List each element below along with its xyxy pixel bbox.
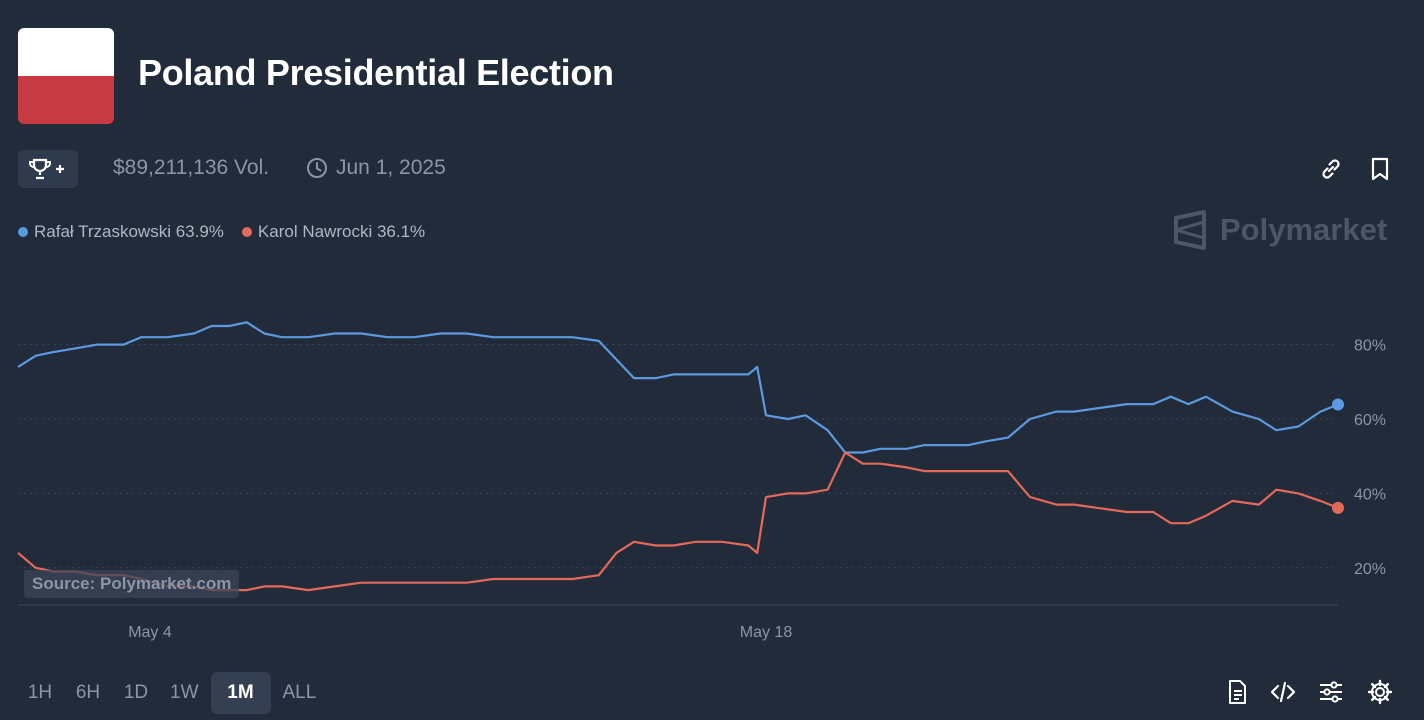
range-button-1m[interactable]: 1M (210, 672, 271, 714)
volume-text: $89,211,136 Vol. (113, 156, 270, 179)
range-button-1w[interactable]: 1W (170, 682, 199, 703)
legend-item-trzaskowski: Rafał Trzaskowski 63.9% (18, 222, 224, 242)
x-tick-label: May 18 (740, 624, 793, 641)
brand-name: Polymarket (1220, 212, 1388, 247)
y-tick-label: 40% (1354, 486, 1386, 503)
legend-dot-trzaskowski (18, 227, 28, 237)
bookmark-icon (1371, 157, 1389, 181)
chart-filters-button[interactable] (1318, 679, 1344, 705)
source-label: Source: Polymarket.com (24, 570, 240, 598)
series-end-point-0 (1332, 398, 1344, 411)
document-icon (1229, 680, 1246, 704)
trophy-button[interactable] (18, 150, 78, 188)
legend-label-trzaskowski: Rafał Trzaskowski 63.9% (34, 222, 224, 241)
gear-icon (1367, 679, 1393, 705)
polymarket-watermark: Polymarket (1172, 210, 1387, 250)
y-tick-label: 80% (1354, 338, 1386, 355)
embed-button[interactable] (1270, 679, 1296, 705)
x-tick-label: May 4 (128, 624, 172, 641)
copy-link-button[interactable] (1318, 156, 1344, 182)
time-range-selector: 1H 6H 1D 1W 1M ALL (18, 672, 324, 714)
flag-red-band (18, 76, 114, 124)
chart-legend: Rafał Trzaskowski 63.9% Karol Nawrocki 3… (18, 222, 425, 242)
range-button-1d[interactable]: 1D (123, 682, 149, 703)
series-line-0 (17, 321, 1339, 454)
price-chart[interactable]: 20% 40% 60% 80% May 4 May 18 (0, 300, 1424, 650)
link-icon (1322, 159, 1340, 179)
end-date-text: Jun 1, 2025 (336, 156, 446, 179)
bookmark-button[interactable] (1368, 156, 1394, 182)
end-date: Jun 1, 2025 (306, 156, 446, 180)
y-tick-label: 60% (1354, 412, 1386, 429)
rules-button[interactable] (1224, 679, 1250, 705)
range-button-1h[interactable]: 1H (27, 682, 53, 703)
legend-item-nawrocki: Karol Nawrocki 36.1% (241, 222, 426, 242)
flag-white-band (18, 28, 114, 76)
code-icon (1270, 681, 1296, 703)
legend-dot-nawrocki (241, 227, 252, 237)
range-button-all[interactable]: ALL (282, 682, 317, 703)
series-end-point-1 (1332, 501, 1344, 514)
polymarket-logo-icon (1174, 210, 1206, 250)
chart-settings-button[interactable] (1367, 679, 1393, 705)
legend-label-nawrocki: Karol Nawrocki 36.1% (257, 222, 426, 241)
sliders-icon (1320, 681, 1342, 703)
range-button-6h[interactable]: 6H (75, 682, 101, 703)
page-title: Poland Presidential Election (138, 52, 614, 93)
poland-flag (18, 28, 114, 124)
clock-icon (307, 158, 327, 178)
y-tick-label: 20% (1354, 561, 1386, 578)
trophy-plus-icon (29, 158, 64, 180)
